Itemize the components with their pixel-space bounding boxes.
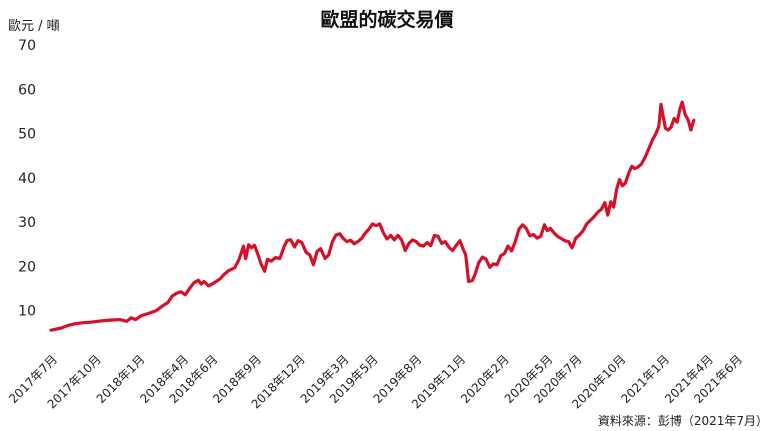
x-axis-ticks: 2017年7月2017年10月2018年1月2018年4月2018年6月2018… [6,352,745,411]
y-tick-label: 60 [18,82,36,98]
y-tick-label: 20 [18,259,36,275]
y-axis-ticks: 10 20 30 40 50 60 70 [18,38,36,320]
y-tick-label: 50 [18,127,36,143]
y-tick-label: 40 [18,171,36,187]
plot-area [49,100,696,332]
y-tick-label: 30 [18,215,36,231]
source-note: 資料來源：彭博（2021年7月） [598,413,768,428]
y-tick-label: 70 [18,38,36,54]
price-series-line [49,100,696,332]
chart-title: 歐盟的碳交易價 [320,8,454,31]
y-tick-label: 10 [18,304,36,320]
y-axis-unit-label: 歐元 / 噸 [8,19,60,34]
